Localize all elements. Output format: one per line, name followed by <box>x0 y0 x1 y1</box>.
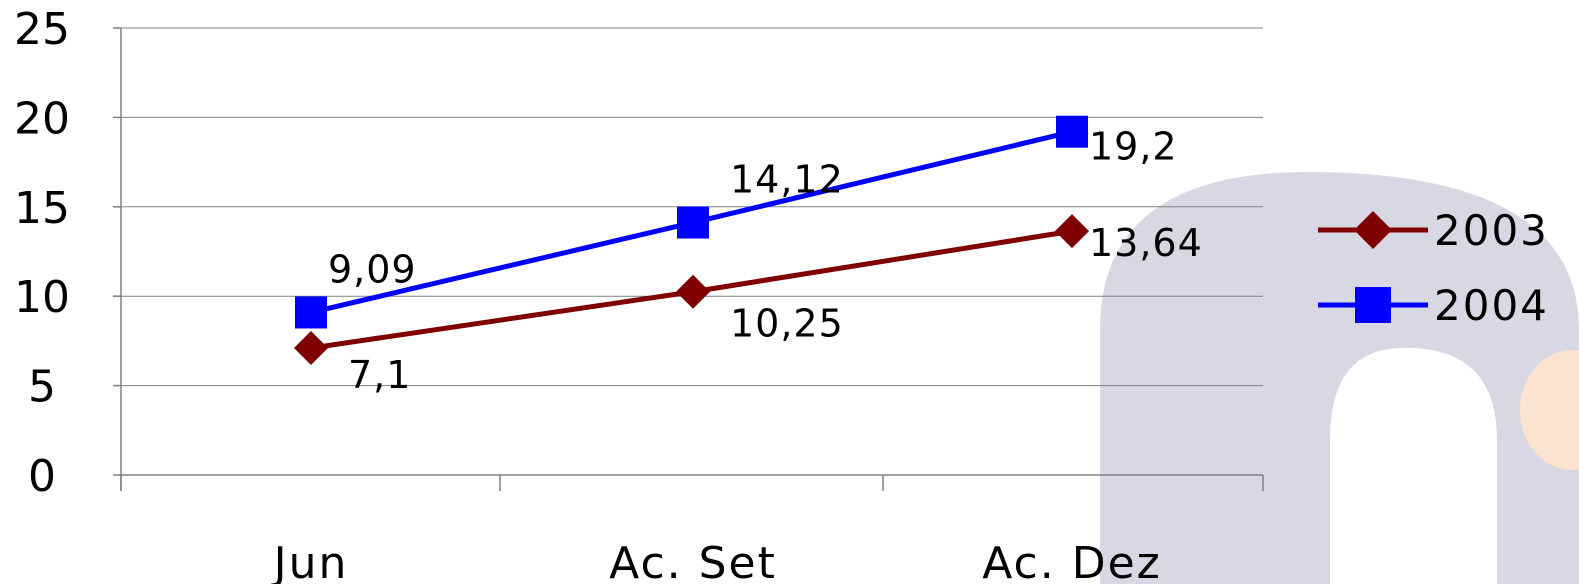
y-tick-label: 25 <box>14 4 70 55</box>
y-tick-label: 20 <box>14 93 70 144</box>
data-labels: 7,1 10,25 13,64 9,09 14,12 19,2 <box>328 125 1203 397</box>
legend-marker-2004 <box>1355 287 1391 323</box>
x-category-label: Jun <box>271 538 349 584</box>
legend-label-2004: 2004 <box>1434 281 1549 330</box>
data-label-2003: 13,64 <box>1089 221 1203 265</box>
legend-label-2003: 2003 <box>1434 206 1549 255</box>
data-label-2004: 19,2 <box>1089 125 1178 169</box>
watermark-logo <box>1100 171 1579 584</box>
y-tick-label: 5 <box>28 362 56 413</box>
data-point-2003 <box>676 274 710 309</box>
data-point-2004 <box>677 206 709 239</box>
legend: 2003 2004 <box>1318 206 1549 330</box>
x-category-label: Ac. Dez <box>982 538 1162 584</box>
x-axis-category-labels: Jun Ac. Set Ac. Dez <box>271 538 1162 584</box>
series-markers <box>294 115 1089 366</box>
y-tick-label: 10 <box>14 272 70 323</box>
data-point-2004 <box>1056 115 1088 148</box>
data-point-2003 <box>294 331 328 366</box>
data-label-2004: 14,12 <box>730 158 844 202</box>
y-tick-label: 0 <box>28 451 56 502</box>
data-point-2004 <box>295 296 327 329</box>
data-label-2003: 7,1 <box>348 353 411 397</box>
data-label-2004: 9,09 <box>328 247 417 291</box>
x-category-label: Ac. Set <box>609 538 777 584</box>
data-point-2003 <box>1055 214 1089 249</box>
axes <box>113 27 1264 491</box>
data-label-2003: 10,25 <box>730 302 844 346</box>
legend-marker-2003 <box>1354 211 1392 249</box>
y-tick-label: 15 <box>14 183 70 234</box>
series-lines <box>310 129 1073 351</box>
y-axis-tick-labels: 0 5 10 15 20 25 <box>14 4 70 502</box>
